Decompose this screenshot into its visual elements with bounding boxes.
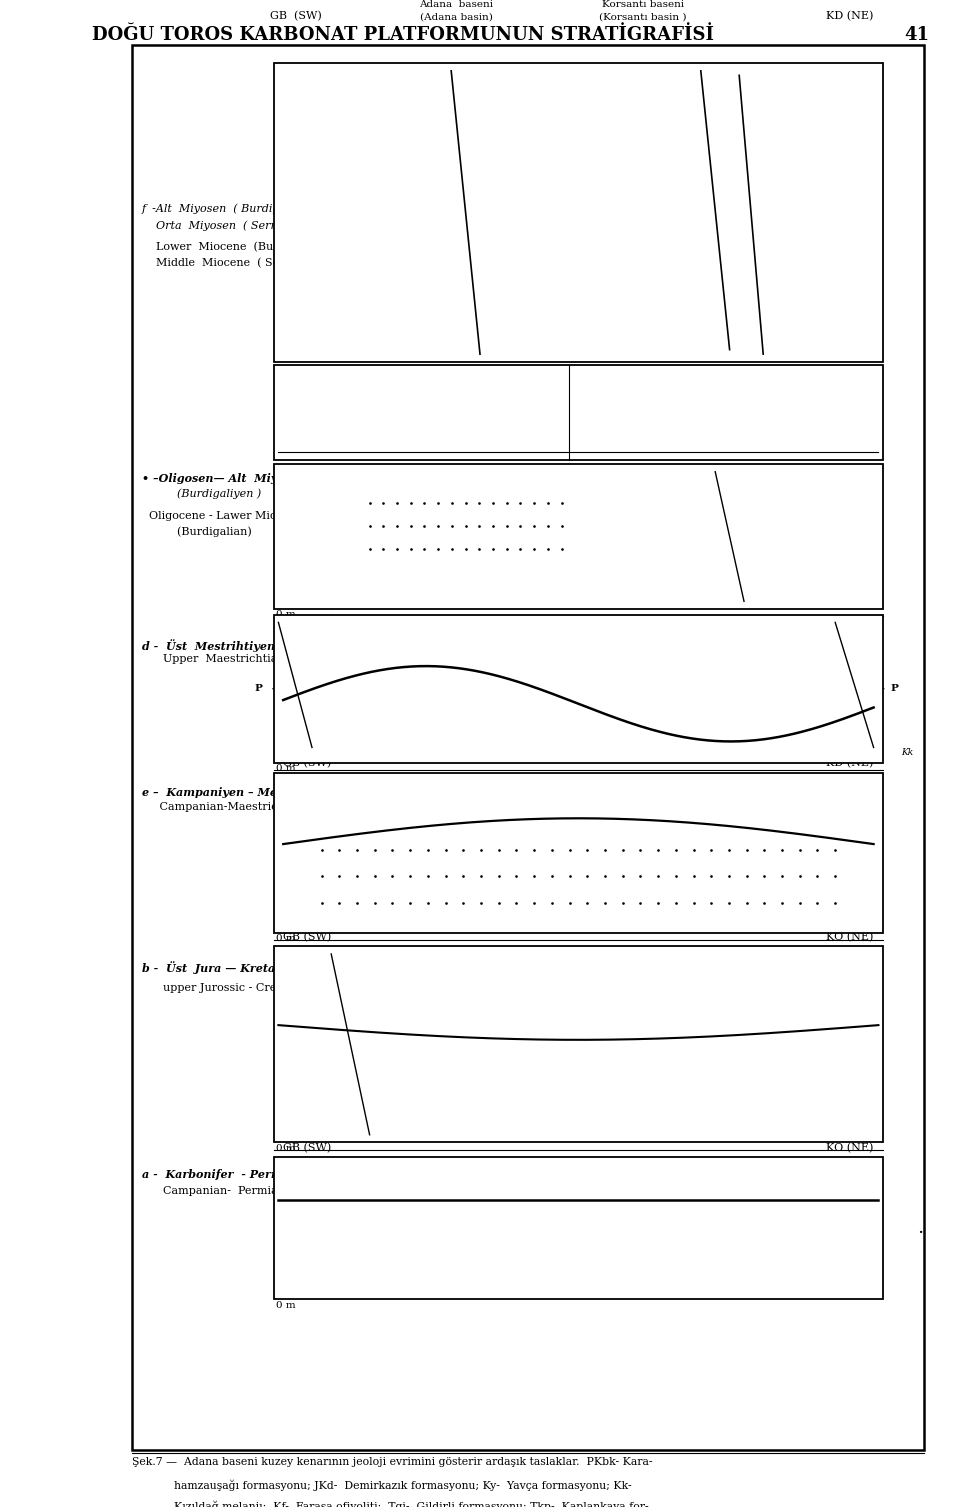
Text: Kk: Kk bbox=[901, 747, 913, 757]
Text: PKba: PKba bbox=[353, 594, 376, 603]
Text: PKba: PKba bbox=[521, 747, 544, 757]
Text: Campanian-  Permian: Campanian- Permian bbox=[142, 1186, 285, 1197]
Text: Ky: Ky bbox=[671, 747, 683, 757]
Text: S: S bbox=[799, 747, 804, 757]
Text: Upper  Maestrichtian: Upper Maestrichtian bbox=[142, 654, 285, 665]
Text: Tgi: Tgi bbox=[290, 344, 305, 353]
Text: GB (SW): GB (SW) bbox=[283, 1142, 331, 1153]
Text: P: P bbox=[254, 684, 262, 693]
Text: Middle  Miocene  ( Serravalian): Middle Miocene ( Serravalian) bbox=[142, 258, 335, 268]
Text: Campanian-Maestrichtian: Campanian-Maestrichtian bbox=[142, 802, 307, 812]
Text: Tgi: Tgi bbox=[290, 594, 305, 603]
Text: DOĞU TOROS KARBONAT PLATFORMUNUN STRATİGRAFİSİ: DOĞU TOROS KARBONAT PLATFORMUNUN STRATİG… bbox=[92, 26, 714, 44]
Text: 0 m: 0 m bbox=[276, 934, 296, 943]
Text: 0 m: 0 m bbox=[276, 1144, 296, 1153]
Bar bbox=[274, 365, 883, 460]
Text: P: P bbox=[891, 684, 899, 693]
Text: KO (NE): KO (NE) bbox=[827, 1142, 874, 1153]
Text: GB  (SW): GB (SW) bbox=[270, 11, 322, 21]
Text: Poleozoyik+Mesozoyik: Poleozoyik+Mesozoyik bbox=[497, 270, 616, 279]
Text: Oligocene - Lawer Miocene: Oligocene - Lawer Miocene bbox=[142, 511, 303, 521]
Text: • –Oligosen— Alt  Miyosen: • –Oligosen— Alt Miyosen bbox=[142, 473, 306, 484]
Text: PKbk: PKbk bbox=[756, 1252, 780, 1261]
Text: KD (NE): KD (NE) bbox=[827, 449, 874, 460]
Text: Temel  ( Basement ): Temel ( Basement ) bbox=[515, 1279, 618, 1288]
Text: .: . bbox=[917, 1219, 924, 1237]
Text: (Burdigaliyen ): (Burdigaliyen ) bbox=[142, 488, 261, 499]
Bar bbox=[274, 773, 883, 933]
Text: S: S bbox=[290, 918, 296, 927]
Text: (Burdigalian): (Burdigalian) bbox=[142, 526, 252, 536]
Text: Korsantı baseni: Korsantı baseni bbox=[588, 380, 680, 389]
Text: U: U bbox=[855, 594, 863, 603]
Bar bbox=[274, 1157, 883, 1299]
Text: U: U bbox=[841, 344, 849, 353]
Text: Kızıldağ melanjı;  Kf-  Faraşa ofiyoliti;  Tgi-  Gildirli formasyonu; Tkp-  Kapl: Kızıldağ melanjı; Kf- Faraşa ofiyoliti; … bbox=[132, 1501, 649, 1507]
Text: JKd: JKd bbox=[540, 594, 555, 603]
Text: JKd: JKd bbox=[631, 918, 646, 927]
Text: Lower  Miocene  (Burdigalian ): Lower Miocene (Burdigalian ) bbox=[142, 241, 332, 252]
Text: PKbk: PKbk bbox=[645, 1127, 670, 1136]
Text: V: V bbox=[769, 508, 777, 518]
Text: S: S bbox=[439, 594, 444, 603]
Text: V: V bbox=[731, 508, 738, 518]
Text: 0 m: 0 m bbox=[276, 610, 296, 619]
Text: KO (NE): KO (NE) bbox=[827, 931, 874, 942]
Text: S: S bbox=[290, 747, 296, 757]
Text: hamzauşağı formasyonu; JKd-  Demirkazık formasyonu; Ky-  Yavça formasyonu; Kk-: hamzauşağı formasyonu; JKd- Demirkazık f… bbox=[132, 1480, 632, 1490]
Bar bbox=[274, 464, 883, 609]
Text: Thp: Thp bbox=[366, 344, 383, 353]
Text: S: S bbox=[328, 344, 334, 353]
Text: Adana baseni (Adana basin): Adana baseni (Adana basin) bbox=[499, 348, 658, 359]
Text: GB (SW): GB (SW) bbox=[283, 371, 337, 381]
Text: upper Jurossic - Cretaceous: upper Jurossic - Cretaceous bbox=[142, 983, 320, 993]
Bar bbox=[132, 45, 924, 1450]
Bar bbox=[274, 946, 883, 1142]
Text: S: S bbox=[549, 344, 555, 353]
Text: Kk: Kk bbox=[820, 594, 831, 603]
Bar bbox=[274, 63, 883, 362]
Text: S: S bbox=[626, 594, 632, 603]
Text: GB (SW): GB (SW) bbox=[283, 449, 331, 460]
Text: GB (SW): GB (SW) bbox=[283, 931, 331, 942]
Text: KD (NE): KD (NE) bbox=[827, 11, 874, 21]
Text: Korsantı baseni: Korsantı baseni bbox=[602, 0, 684, 9]
Text: (Korsantı basin): (Korsantı basin) bbox=[587, 393, 681, 402]
Text: Orta  Miyosen  ( Serravaliyen): Orta Miyosen ( Serravaliyen) bbox=[142, 220, 326, 231]
Text: JKd: JKd bbox=[362, 747, 377, 757]
Text: KD (NE): KD (NE) bbox=[827, 758, 874, 769]
Text: (Poleozoyik+  Mesozoic  ): (Poleozoyik+ Mesozoic ) bbox=[490, 285, 624, 294]
Text: JKd: JKd bbox=[338, 1127, 353, 1136]
Text: PKbk: PKbk bbox=[411, 918, 434, 927]
Text: ( Transgression ): ( Transgression ) bbox=[383, 393, 481, 402]
Text: a -  Karbonifer  - Permiyen: a - Karbonifer - Permiyen bbox=[142, 1169, 309, 1180]
Text: Adana  baseni: Adana baseni bbox=[419, 0, 493, 9]
Text: b -  Üst  Jura — Kretase: b - Üst Jura — Kretase bbox=[142, 961, 289, 975]
Text: KD (NE): KD (NE) bbox=[827, 600, 874, 610]
Text: e –  Kampaniyen – Mestrihtiyen: e – Kampaniyen – Mestrihtiyen bbox=[142, 787, 338, 797]
Text: d -  Üst  Mestrihtiyen: d - Üst Mestrihtiyen bbox=[142, 639, 276, 653]
Text: 41: 41 bbox=[904, 26, 929, 44]
Text: Kf: Kf bbox=[792, 344, 802, 353]
Text: 0 m: 0 m bbox=[276, 764, 296, 773]
Text: f  -Alt  Miyosen  ( Burdigaliyen ): f -Alt Miyosen ( Burdigaliyen ) bbox=[142, 203, 322, 214]
Text: GB (SW): GB (SW) bbox=[283, 758, 331, 769]
Text: S: S bbox=[866, 918, 872, 927]
Text: Ky: Ky bbox=[757, 918, 769, 927]
Text: 0 m: 0 m bbox=[276, 1301, 296, 1310]
Text: V: V bbox=[750, 530, 757, 541]
Text: GB (SW): GB (SW) bbox=[283, 600, 337, 610]
Text: (Adana basin): (Adana basin) bbox=[420, 12, 492, 21]
Text: 0 m: 0 m bbox=[276, 452, 296, 461]
Text: (Korsantı basin ): (Korsantı basin ) bbox=[599, 12, 687, 21]
Text: KD (NE): KD (NE) bbox=[827, 371, 874, 381]
Text: Şek.7 —  Adana baseni kuzey kenarının jeoloji evrimini gösterir ardaşık taslakla: Şek.7 — Adana baseni kuzey kenarının jeo… bbox=[132, 1457, 653, 1468]
Text: Deniz ilerlemesi: Deniz ilerlemesi bbox=[385, 380, 479, 389]
Bar bbox=[274, 615, 883, 763]
